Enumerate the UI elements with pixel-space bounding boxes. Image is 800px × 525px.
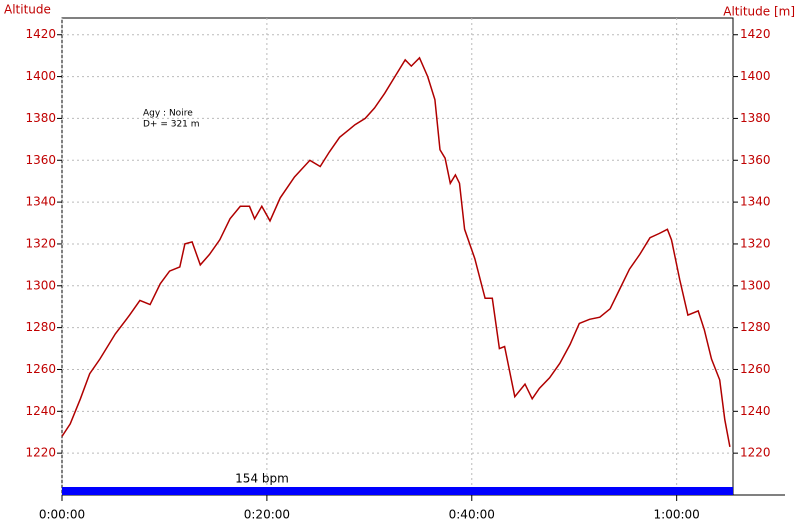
y-tick-label: 1300	[25, 278, 56, 292]
heart-rate-band	[62, 487, 733, 495]
y-tick-label: 1220	[25, 446, 56, 460]
y-tick-label: 1280	[25, 320, 56, 334]
y2-tick-label: 1220	[740, 446, 771, 460]
x-tick-label: 0:20:00	[244, 508, 290, 522]
y2-tick-label: 1240	[740, 404, 771, 418]
annotation: D+ = 321 m	[143, 120, 200, 130]
y2-tick-label: 1400	[740, 69, 771, 83]
y-tick-label: 1360	[25, 153, 56, 167]
y2-tick-label: 1360	[740, 153, 771, 167]
y2-axis-title: Altitude [m]	[723, 5, 795, 19]
x-tick-label: 0:40:00	[449, 508, 495, 522]
y-tick-label: 1340	[25, 195, 56, 209]
x-tick-label: 0:00:00	[39, 508, 85, 522]
y2-tick-label: 1320	[740, 236, 771, 250]
y-axis-title: Altitude	[4, 3, 51, 17]
y-tick-label: 1400	[25, 69, 56, 83]
y2-tick-label: 1380	[740, 111, 771, 125]
y-tick-label: 1380	[25, 111, 56, 125]
annotation: Agy : Noire	[143, 109, 193, 119]
band-label: 154 bpm	[235, 472, 289, 486]
y-tick-label: 1260	[25, 362, 56, 376]
y2-tick-label: 1260	[740, 362, 771, 376]
y-tick-label: 1320	[25, 236, 56, 250]
y2-tick-label: 1300	[740, 278, 771, 292]
y-tick-label: 1420	[25, 27, 56, 41]
y-tick-label: 1240	[25, 404, 56, 418]
y2-tick-label: 1420	[740, 27, 771, 41]
altitude-line	[61, 56, 731, 448]
y2-tick-label: 1340	[740, 195, 771, 209]
y2-tick-label: 1280	[740, 320, 771, 334]
x-tick-label: 1:00:00	[654, 508, 700, 522]
plot-frame	[61, 17, 734, 496]
